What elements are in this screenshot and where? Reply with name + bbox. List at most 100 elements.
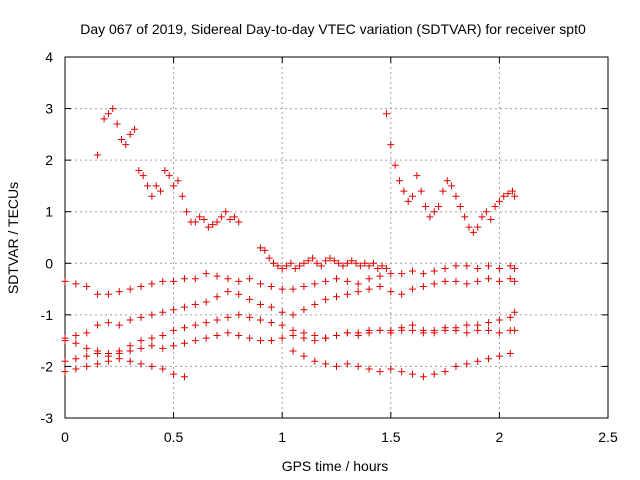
data-point (256, 316, 264, 324)
data-point (463, 321, 471, 329)
data-point (191, 275, 199, 283)
data-point (495, 197, 503, 205)
data-point (287, 259, 295, 267)
data-point (465, 223, 473, 231)
x-tick-label: 2 (496, 429, 504, 445)
data-point (165, 172, 173, 180)
data-point (354, 331, 362, 339)
data-point (126, 357, 134, 365)
y-axis-label: SDTVAR / TECUs (5, 182, 21, 294)
data-point (313, 259, 321, 267)
data-point (430, 370, 438, 378)
data-point (409, 370, 417, 378)
data-point (226, 215, 234, 223)
x-axis-label: GPS time / hours (282, 458, 389, 474)
data-point (500, 192, 508, 200)
data-point (159, 277, 167, 285)
data-point (104, 357, 112, 365)
data-point (430, 280, 438, 288)
data-point (506, 262, 514, 270)
data-point (265, 254, 273, 262)
data-point (422, 203, 430, 211)
data-point (213, 293, 221, 301)
data-point (419, 373, 427, 381)
data-point (376, 272, 384, 280)
series-arc-high-early (94, 105, 243, 231)
data-point (183, 208, 191, 216)
data-point (204, 223, 212, 231)
data-point (289, 331, 297, 339)
data-point (83, 362, 91, 370)
data-point (180, 303, 188, 311)
data-point (469, 228, 477, 236)
y-tick-label: -2 (41, 358, 54, 374)
data-point (508, 187, 516, 195)
data-point (113, 120, 121, 128)
data-point (83, 352, 91, 360)
data-point (246, 275, 254, 283)
data-point (430, 208, 438, 216)
data-point (148, 311, 156, 319)
data-point (352, 259, 360, 267)
data-point (311, 280, 319, 288)
data-point (343, 360, 351, 368)
data-point (122, 141, 130, 149)
data-point (376, 326, 384, 334)
data-point (61, 357, 69, 365)
data-point (398, 290, 406, 298)
y-tick-label: 2 (45, 152, 53, 168)
data-point (283, 262, 291, 270)
data-point (72, 365, 80, 373)
data-point (398, 270, 406, 278)
data-point (274, 262, 282, 270)
data-point (409, 192, 417, 200)
data-point (511, 192, 519, 200)
data-point (115, 288, 123, 296)
data-point (104, 319, 112, 327)
data-points (61, 105, 519, 381)
data-point (137, 282, 145, 290)
data-point (180, 324, 188, 332)
data-point (474, 264, 482, 272)
y-tick-label: 0 (45, 255, 53, 271)
data-point (333, 275, 340, 283)
data-point (61, 277, 69, 285)
y-tick-label: -3 (41, 410, 54, 426)
data-point (506, 313, 514, 321)
data-point (126, 347, 134, 355)
data-point (94, 151, 102, 159)
data-point (213, 218, 221, 226)
data-point (256, 244, 264, 252)
data-point (474, 357, 482, 365)
data-point (202, 270, 210, 278)
data-point (178, 192, 186, 200)
data-point (474, 223, 482, 231)
data-point (376, 282, 384, 290)
data-point (104, 110, 112, 118)
data-point (387, 288, 395, 296)
data-point (148, 334, 156, 342)
data-point (83, 282, 91, 290)
data-point (180, 339, 188, 347)
data-point (506, 350, 514, 358)
data-point (256, 280, 264, 288)
data-point (463, 280, 471, 288)
data-point (131, 125, 139, 133)
data-point (267, 337, 275, 345)
data-point (354, 288, 362, 296)
data-point (322, 360, 330, 368)
data-point (224, 275, 232, 283)
data-point (452, 192, 460, 200)
data-point (511, 264, 519, 272)
data-point (148, 362, 156, 370)
data-point (343, 259, 351, 267)
data-point (246, 295, 254, 303)
data-point (300, 334, 308, 342)
data-point (217, 213, 225, 221)
data-point (100, 115, 108, 123)
data-point (94, 290, 102, 298)
data-point (387, 141, 395, 149)
series-arc-0 (61, 262, 519, 298)
data-point (267, 303, 275, 311)
series-arc-minus-1 (61, 275, 519, 342)
